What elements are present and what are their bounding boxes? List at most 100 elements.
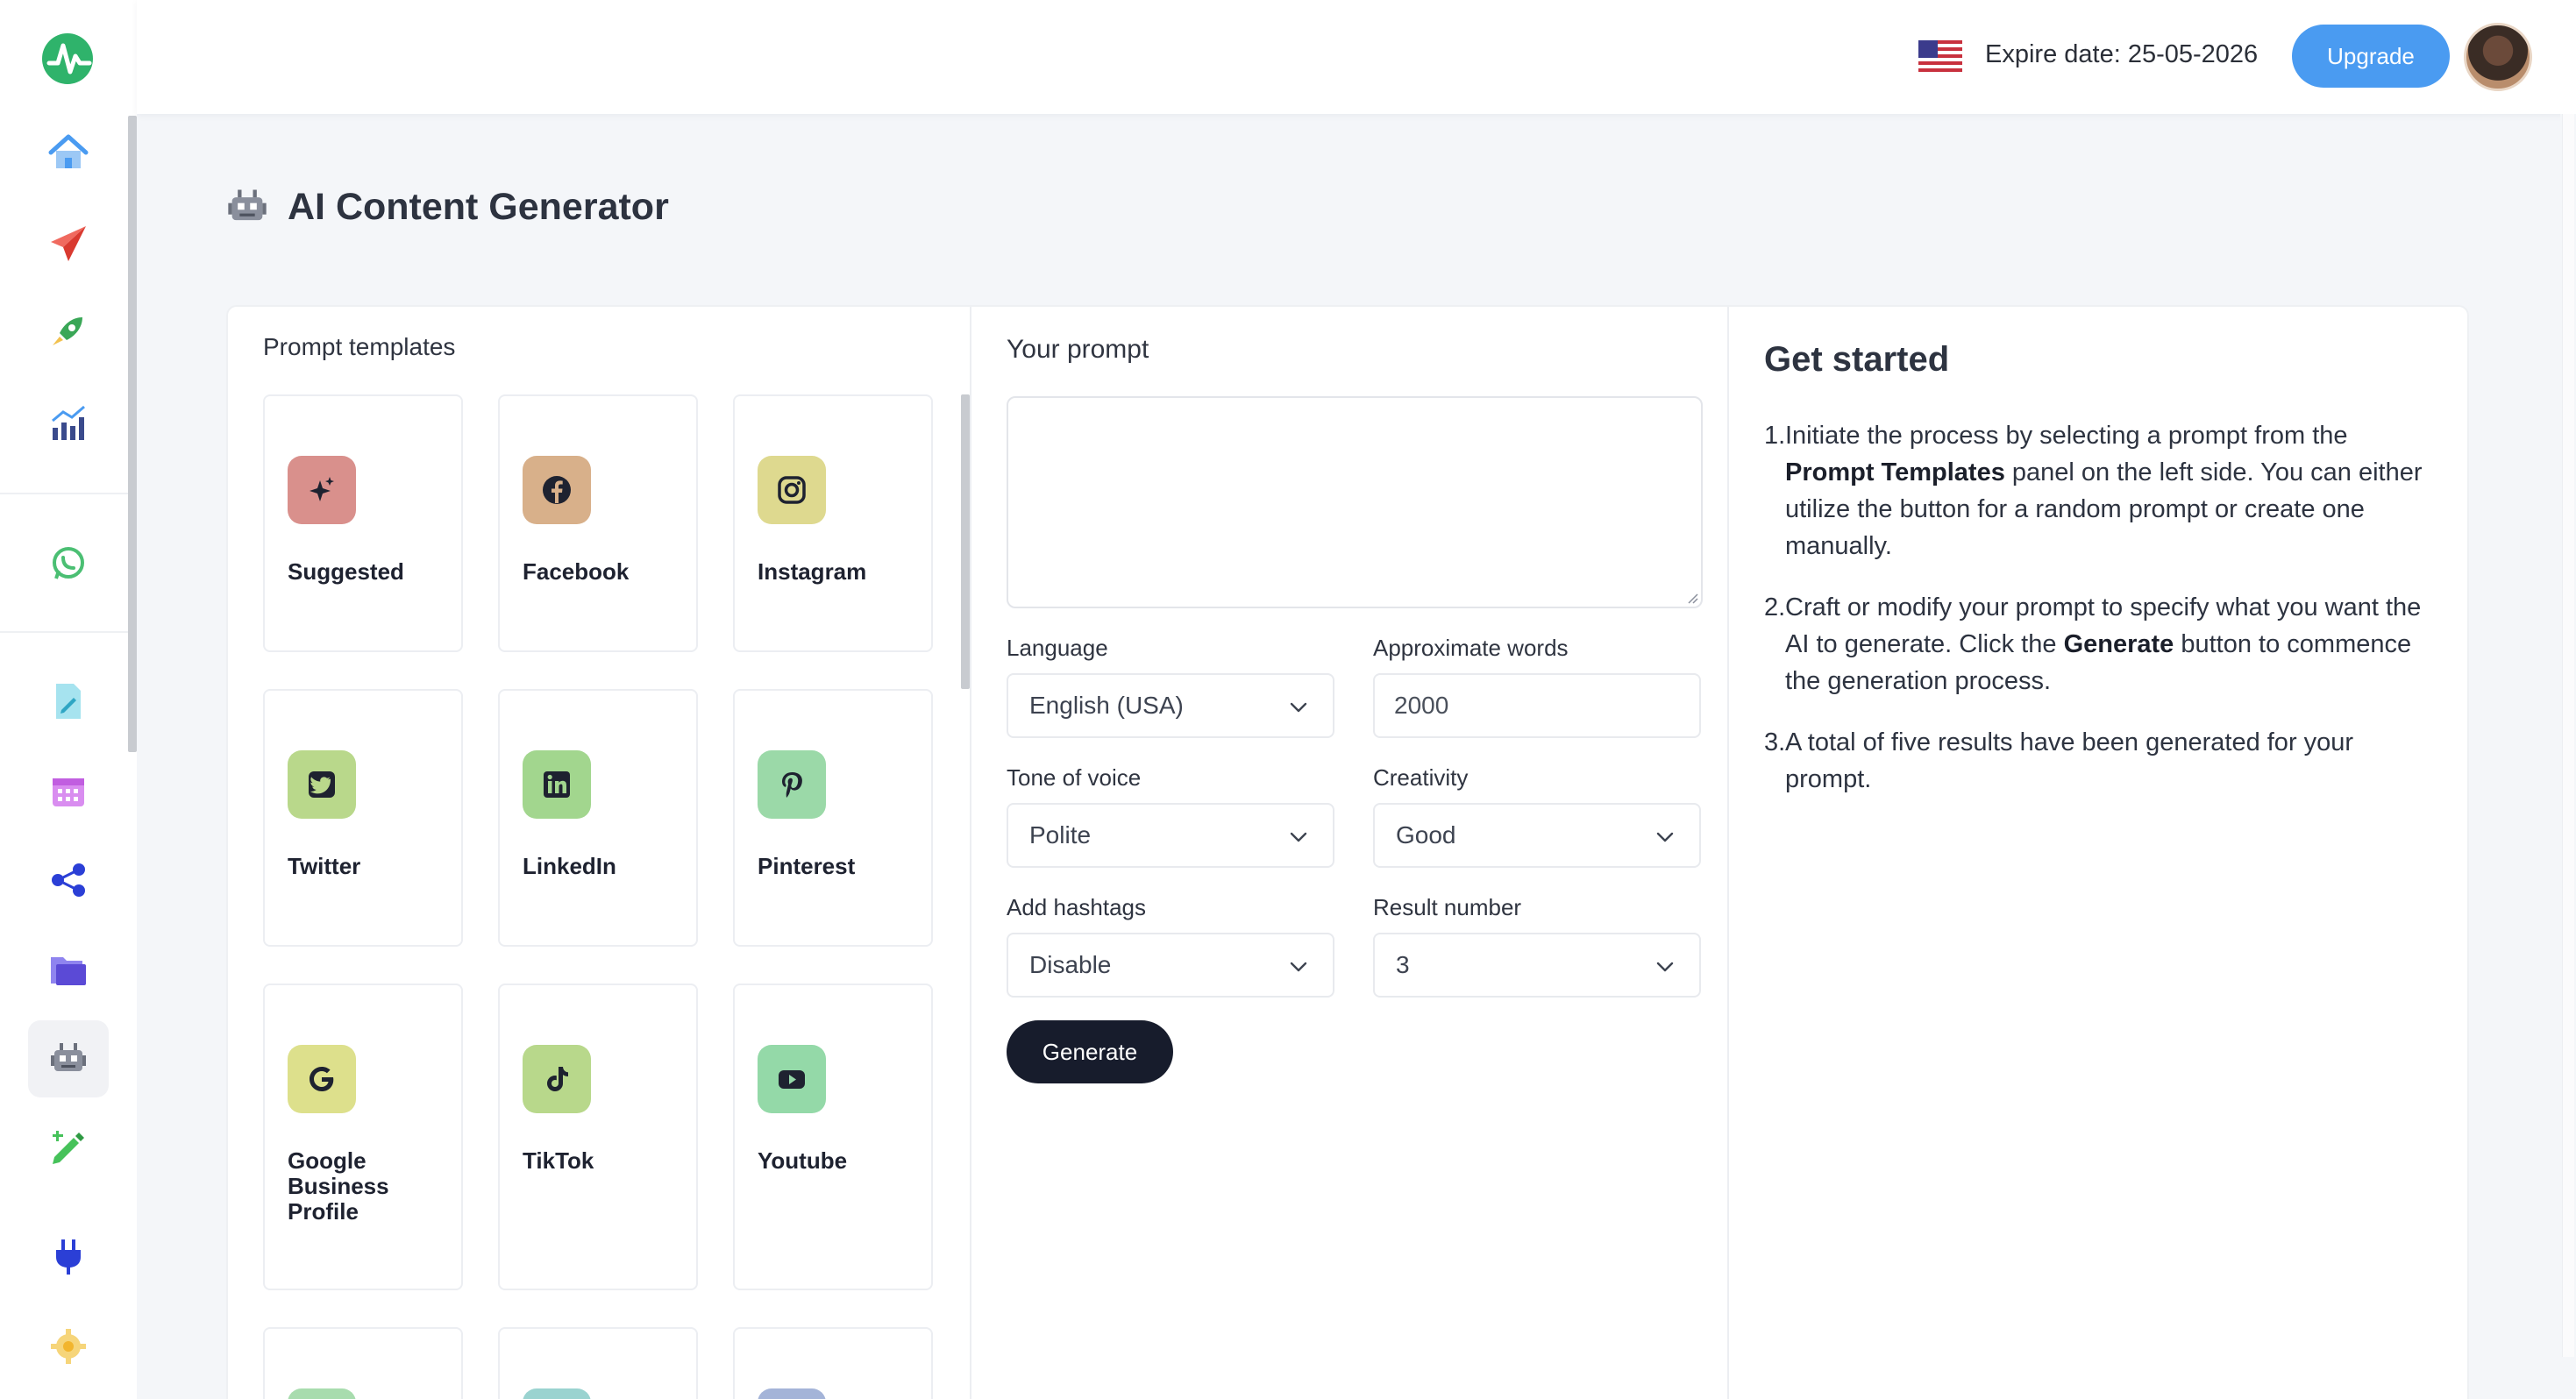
main-scrollbar-thumb[interactable] — [2562, 114, 2574, 1357]
template-icon-bg — [523, 1388, 591, 1399]
template-card-suggested[interactable]: Suggested — [263, 394, 463, 652]
hashtags-label: Add hashtags — [1007, 894, 1147, 920]
language-value: English (USA) — [1029, 692, 1184, 719]
templates-title: Prompt templates — [263, 333, 456, 360]
sidebar — [0, 0, 137, 1399]
robot-icon — [228, 189, 267, 221]
step-number: 1. — [1764, 422, 1786, 450]
template-label: Pinterest — [758, 853, 856, 879]
sidebar-item-editor[interactable] — [28, 1110, 109, 1187]
sidebar-scrollbar[interactable] — [128, 116, 137, 752]
template-card-google-business[interactable]: Google Business Profile — [263, 984, 463, 1290]
list-item: 1. Initiate the process by selecting a p… — [1764, 417, 2439, 565]
column-divider — [970, 307, 971, 1399]
template-card-youtube[interactable]: Youtube — [733, 984, 933, 1290]
tone-select[interactable]: Polite — [1007, 803, 1334, 868]
result-number-label: Result number — [1373, 894, 1522, 920]
whatsapp-icon — [53, 547, 84, 579]
words-value: 2000 — [1394, 692, 1449, 719]
page-title: AI Content Generator — [288, 185, 669, 228]
hashtags-value: Disable — [1029, 951, 1112, 978]
sidebar-item-campaign[interactable] — [28, 293, 109, 370]
step-text: Initiate the process by selecting a prom… — [1785, 422, 2423, 560]
chart-icon — [52, 405, 85, 440]
google-icon — [310, 1067, 334, 1091]
template-card-linkedin[interactable]: LinkedIn — [498, 689, 698, 947]
template-icon-bg — [758, 456, 826, 524]
linkedin-icon — [544, 771, 570, 798]
expire-date: Expire date: 25-05-2026 — [1985, 40, 2259, 68]
get-started-title: Get started — [1764, 340, 1950, 379]
sidebar-item-ai-content[interactable] — [28, 1020, 109, 1097]
template-icon-bg — [288, 1045, 356, 1113]
home-icon — [48, 134, 89, 168]
chevron-down-icon — [1290, 832, 1307, 842]
column-divider — [1727, 307, 1729, 1399]
creativity-value: Good — [1396, 821, 1456, 849]
app-logo[interactable] — [39, 30, 96, 88]
template-icon-bg — [523, 456, 591, 524]
sidebar-item-posts[interactable] — [28, 663, 109, 740]
plug-icon — [56, 1239, 81, 1275]
rocket-icon — [53, 317, 82, 345]
sidebar-item-calendar[interactable] — [28, 752, 109, 829]
sidebar-item-files[interactable] — [28, 931, 109, 1008]
template-card-tiktok[interactable]: TikTok — [498, 984, 698, 1290]
sidebar-item-home[interactable] — [28, 114, 109, 191]
template-card-partial[interactable] — [263, 1327, 463, 1399]
sidebar-item-integrations[interactable] — [28, 1218, 109, 1296]
prompt-title: Your prompt — [1007, 335, 1149, 364]
template-icon-bg — [523, 1045, 591, 1113]
sparkle-star-icon — [310, 477, 334, 501]
template-card-pinterest[interactable]: Pinterest — [733, 689, 933, 947]
language-select[interactable]: English (USA) — [1007, 673, 1334, 738]
page-title-row: AI Content Generator — [224, 184, 669, 230]
avatar[interactable] — [2464, 23, 2532, 91]
result-number-select[interactable]: 3 — [1373, 933, 1701, 998]
us-flag-icon[interactable] — [1918, 40, 1962, 72]
sidebar-item-analytics[interactable] — [28, 384, 109, 461]
pencil-icon — [53, 1131, 84, 1164]
template-icon-bg — [758, 1388, 826, 1399]
prompt-textarea[interactable] — [1007, 396, 1703, 608]
template-label: LinkedIn — [523, 853, 616, 879]
template-icon-bg — [288, 750, 356, 819]
sidebar-item-publish[interactable] — [28, 205, 109, 282]
template-label: Google Business Profile — [288, 1147, 389, 1225]
result-number-value: 3 — [1396, 951, 1410, 978]
template-icon-bg — [523, 750, 591, 819]
tone-value: Polite — [1029, 821, 1092, 849]
template-label: Suggested — [288, 558, 404, 585]
sidebar-item-settings[interactable] — [28, 1308, 109, 1385]
template-card-partial[interactable] — [733, 1327, 933, 1399]
template-card-instagram[interactable]: Instagram — [733, 394, 933, 652]
pinterest-icon — [782, 772, 802, 798]
approximate-words-input[interactable]: 2000 — [1373, 673, 1701, 738]
template-label: Facebook — [523, 558, 630, 585]
resize-grip-icon[interactable] — [1687, 593, 1699, 605]
templates-scrollbar[interactable] — [961, 394, 970, 689]
upgrade-button[interactable]: Upgrade — [2292, 25, 2450, 88]
sidebar-divider — [0, 493, 128, 494]
template-label: TikTok — [523, 1147, 594, 1174]
twitter-icon — [309, 771, 335, 798]
template-card-facebook[interactable]: Facebook — [498, 394, 698, 652]
sidebar-item-whatsapp[interactable] — [28, 524, 109, 601]
hashtags-select[interactable]: Disable — [1007, 933, 1334, 998]
template-card-twitter[interactable]: Twitter — [263, 689, 463, 947]
step-number: 3. — [1764, 728, 1786, 756]
creativity-select[interactable]: Good — [1373, 803, 1701, 868]
get-started-steps: 1. Initiate the process by selecting a p… — [1764, 417, 2439, 822]
instagram-icon — [778, 476, 806, 504]
step-text: Craft or modify your prompt to specify w… — [1785, 593, 2422, 695]
template-card-partial[interactable] — [498, 1327, 698, 1399]
tone-label: Tone of voice — [1007, 764, 1142, 791]
sidebar-item-share[interactable] — [28, 842, 109, 919]
template-icon-bg — [288, 456, 356, 524]
language-label: Language — [1007, 635, 1108, 661]
top-header — [137, 0, 2576, 114]
template-label: Youtube — [758, 1147, 848, 1174]
generate-button[interactable]: Generate — [1007, 1020, 1173, 1083]
chevron-down-icon — [1290, 702, 1307, 713]
tiktok-icon — [547, 1067, 568, 1091]
